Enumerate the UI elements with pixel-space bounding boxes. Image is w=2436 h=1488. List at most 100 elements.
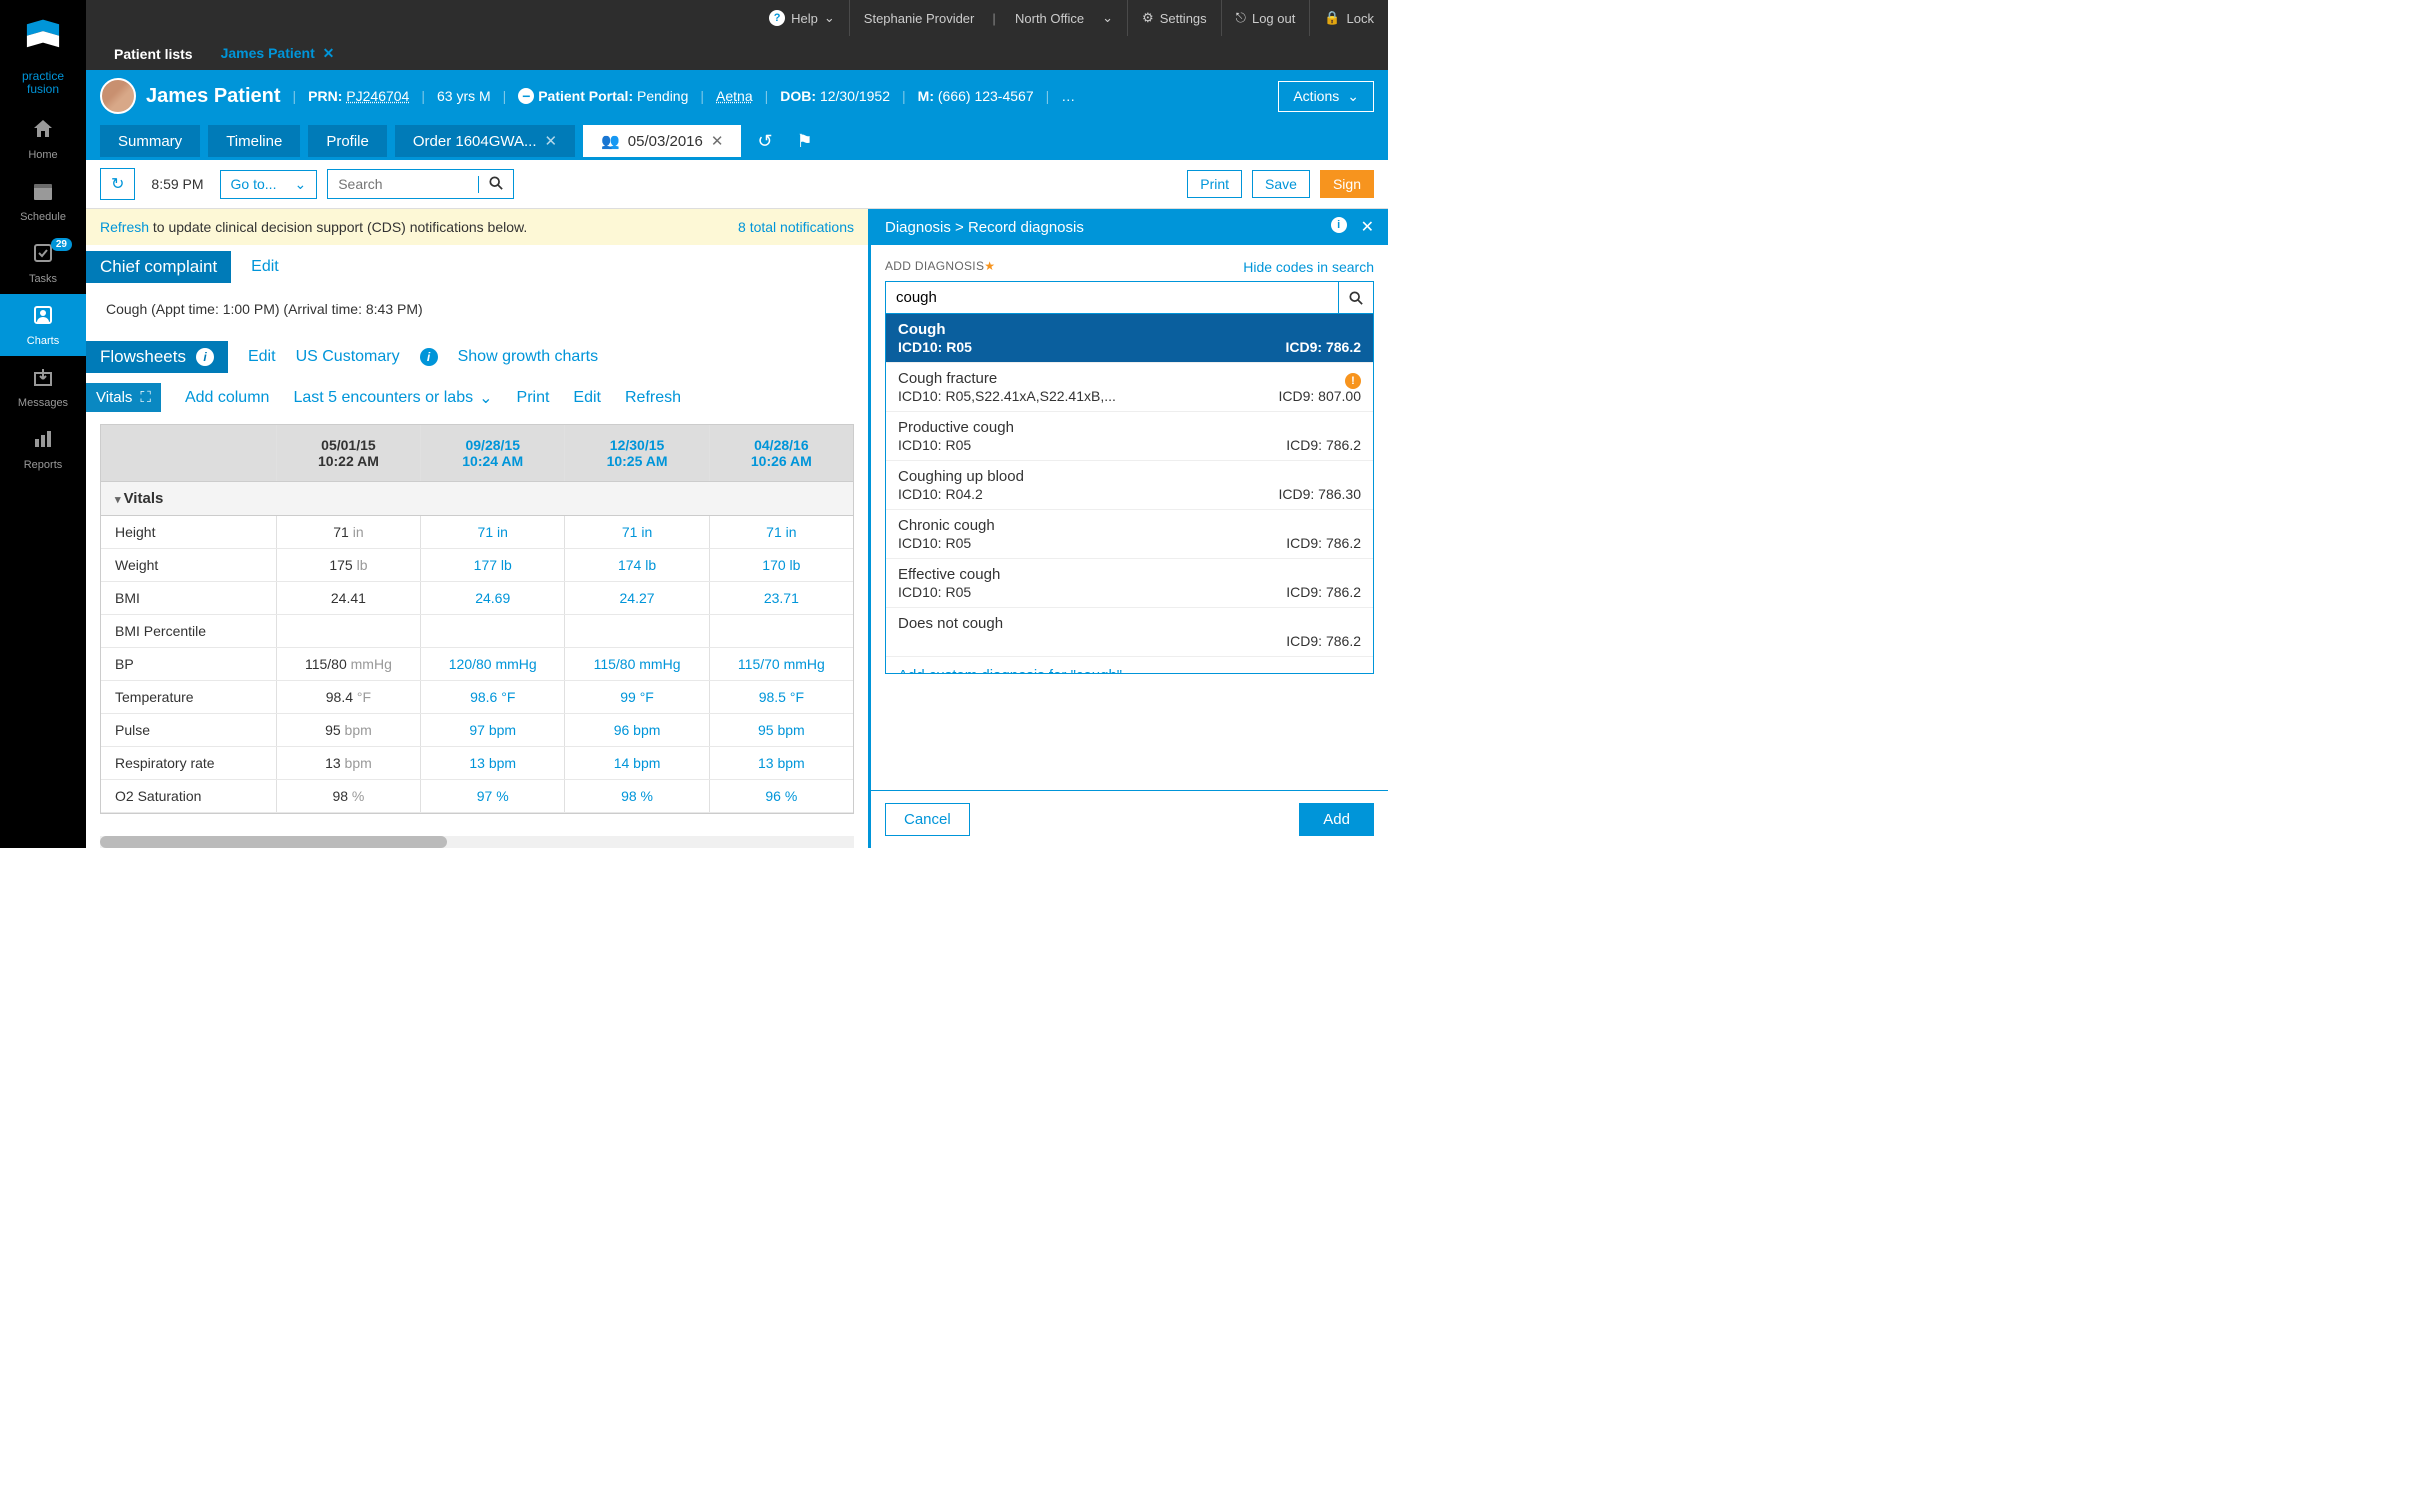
sign-button[interactable]: Sign [1320, 170, 1374, 198]
chart-tab[interactable]: Profile [308, 125, 387, 157]
table-cell[interactable]: 97 bpm [421, 714, 565, 746]
diagnosis-result-item[interactable]: Chronic coughICD10: R05ICD9: 786.2 [886, 510, 1373, 559]
notifications-count-link[interactable]: 8 total notifications [738, 219, 854, 235]
lock-link[interactable]: 🔒Lock [1309, 0, 1388, 36]
print-button[interactable]: Print [1187, 170, 1242, 198]
refresh-button[interactable]: ↻ [100, 168, 135, 200]
nav-reports[interactable]: Reports [0, 418, 86, 480]
table-cell[interactable]: 120/80 mmHg [421, 648, 565, 680]
info-icon[interactable]: i [1331, 217, 1347, 233]
search-input[interactable] [328, 170, 478, 198]
diagnosis-result-item[interactable]: Does not coughICD9: 786.2 [886, 608, 1373, 657]
horizontal-scrollbar[interactable] [100, 836, 854, 848]
diagnosis-result-item[interactable]: Cough fractureICD10: R05,S22.41xA,S22.41… [886, 363, 1373, 412]
chevron-down-icon: ⌄ [1347, 88, 1359, 105]
table-cell[interactable]: 71 in [710, 516, 853, 548]
table-cell[interactable]: 23.71 [710, 582, 853, 614]
table-cell[interactable]: 71 in [421, 516, 565, 548]
edit-flowsheets[interactable]: Edit [248, 348, 276, 366]
table-cell[interactable]: 97 % [421, 780, 565, 812]
table-cell[interactable]: 98.5 °F [710, 681, 853, 713]
logout-link[interactable]: ⎋Log out [1221, 0, 1310, 36]
table-cell[interactable]: 14 bpm [565, 747, 709, 779]
refresh-vitals[interactable]: Refresh [625, 389, 681, 407]
diagnosis-result-item[interactable]: CoughICD10: R05ICD9: 786.2 [886, 314, 1373, 363]
cancel-button[interactable]: Cancel [885, 803, 970, 836]
diagnosis-search-input[interactable] [886, 282, 1338, 313]
info-icon[interactable]: i [196, 348, 214, 366]
diagnosis-result-item[interactable]: Effective coughICD10: R05ICD9: 786.2 [886, 559, 1373, 608]
save-button[interactable]: Save [1252, 170, 1310, 198]
table-cell[interactable]: 98.6 °F [421, 681, 565, 713]
actions-button[interactable]: Actions⌄ [1278, 81, 1374, 112]
prn-link[interactable]: PJ246704 [346, 88, 409, 104]
vitals-tab[interactable]: Vitals⛶ [86, 383, 161, 412]
table-cell[interactable]: 71 in [565, 516, 709, 548]
table-cell[interactable]: 24.69 [421, 582, 565, 614]
tab-patient-lists[interactable]: Patient lists [100, 38, 207, 70]
close-icon[interactable]: ✕ [711, 132, 724, 150]
table-row: Respiratory rate13 bpm13 bpm14 bpm13 bpm [101, 747, 853, 780]
table-cell[interactable]: 177 lb [421, 549, 565, 581]
add-custom-diagnosis-link[interactable]: Add custom diagnosis for "cough" [886, 657, 1373, 674]
table-cell[interactable]: 95 bpm [710, 714, 853, 746]
add-button[interactable]: Add [1299, 803, 1374, 836]
diagnosis-result-item[interactable]: Productive coughICD10: R05ICD9: 786.2 [886, 412, 1373, 461]
table-cell[interactable] [421, 615, 565, 647]
hide-codes-link[interactable]: Hide codes in search [1243, 259, 1374, 275]
table-cell[interactable]: 98 % [565, 780, 709, 812]
close-icon[interactable]: ✕ [319, 45, 335, 61]
table-cell[interactable]: 13 bpm [710, 747, 853, 779]
table-cell[interactable]: 24.27 [565, 582, 709, 614]
nav-tasks[interactable]: Tasks29 [0, 232, 86, 294]
last-encounters-dropdown[interactable]: Last 5 encounters or labs⌄ [293, 388, 492, 408]
chart-tab[interactable]: Order 1604GWA...✕ [395, 125, 575, 157]
nav-schedule[interactable]: Schedule [0, 170, 86, 232]
nav-charts[interactable]: Charts [0, 294, 86, 356]
table-cell[interactable]: 96 % [710, 780, 853, 812]
refresh-link[interactable]: Refresh [100, 219, 149, 235]
goto-dropdown[interactable]: Go to...⌄ [220, 170, 318, 199]
user-menu[interactable]: Stephanie Provider [849, 0, 989, 36]
row-label: BMI [101, 582, 277, 614]
flag-icon[interactable]: ⚑ [789, 131, 821, 152]
table-cell[interactable]: 99 °F [565, 681, 709, 713]
table-cell[interactable]: 96 bpm [565, 714, 709, 746]
chart-tab[interactable]: Timeline [208, 125, 300, 157]
table-cell[interactable]: 13 bpm [421, 747, 565, 779]
growth-charts-link[interactable]: Show growth charts [458, 348, 599, 366]
insurance-link[interactable]: Aetna [716, 88, 753, 104]
table-cell[interactable]: 115/70 mmHg [710, 648, 853, 680]
table-cell[interactable] [565, 615, 709, 647]
vitals-group-header[interactable]: Vitals [101, 481, 853, 516]
edit-vitals[interactable]: Edit [573, 389, 601, 407]
tab-open-patient[interactable]: James Patient ✕ [207, 37, 349, 70]
office-menu[interactable]: | North Office⌄ [988, 0, 1127, 36]
column-header[interactable]: 12/30/1510:25 AM [565, 425, 709, 481]
help-menu[interactable]: ?Help⌄ [755, 0, 849, 36]
nav-home[interactable]: Home [0, 108, 86, 170]
table-cell[interactable]: 174 lb [565, 549, 709, 581]
search-icon[interactable] [478, 176, 513, 193]
history-icon[interactable]: ↺ [749, 131, 780, 152]
search-icon[interactable] [1338, 282, 1373, 313]
close-icon[interactable]: ✕ [1361, 217, 1374, 237]
diagnosis-result-item[interactable]: Coughing up bloodICD10: R04.2ICD9: 786.3… [886, 461, 1373, 510]
print-vitals[interactable]: Print [517, 389, 550, 407]
settings-link[interactable]: ⚙Settings [1127, 0, 1221, 36]
column-header[interactable]: 04/28/1610:26 AM [710, 425, 853, 481]
add-column-link[interactable]: Add column [185, 389, 270, 407]
chart-tab[interactable]: Summary [100, 125, 200, 157]
nav-messages[interactable]: Messages [0, 356, 86, 418]
units-toggle[interactable]: US Customary [296, 348, 400, 366]
bars-icon [31, 427, 55, 457]
table-cell[interactable]: 115/80 mmHg [565, 648, 709, 680]
info-icon[interactable]: i [420, 348, 438, 366]
column-header[interactable]: 09/28/1510:24 AM [421, 425, 565, 481]
table-cell[interactable]: 170 lb [710, 549, 853, 581]
table-cell[interactable] [710, 615, 853, 647]
edit-chief-complaint[interactable]: Edit [251, 258, 279, 276]
chart-tab[interactable]: 👥05/03/2016✕ [583, 125, 741, 157]
more-menu[interactable]: … [1061, 88, 1077, 104]
close-icon[interactable]: ✕ [545, 132, 558, 150]
